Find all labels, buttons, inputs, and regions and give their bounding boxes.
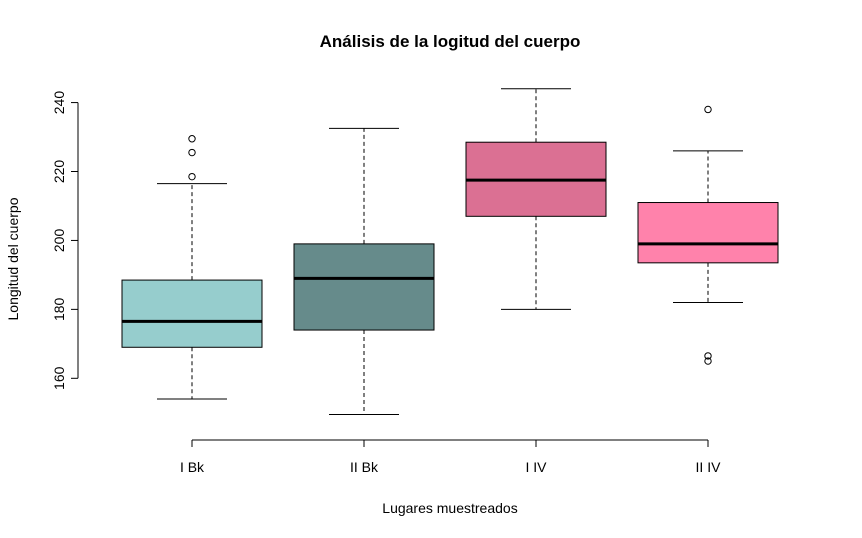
box-2 xyxy=(293,127,435,415)
x-tick-label: II Bk xyxy=(350,459,379,475)
x-tick-label: II IV xyxy=(696,459,722,475)
y-axis: 160 180 200 220 240 xyxy=(51,91,79,390)
outlier-point xyxy=(704,352,712,360)
y-axis-label: Longitud del cuerpo xyxy=(5,197,21,320)
outlier-point xyxy=(188,148,196,157)
outlier-point xyxy=(704,105,712,114)
box-3 xyxy=(465,88,607,310)
x-tick-label: I IV xyxy=(525,459,547,475)
x-tick-label: I Bk xyxy=(180,459,205,475)
x-axis: I Bk II Bk I IV II IV xyxy=(180,439,722,475)
y-tick-label: 240 xyxy=(51,91,67,115)
chart-title: Análisis de la logitud del cuerpo xyxy=(320,32,581,51)
outlier-point xyxy=(188,135,196,143)
y-tick-label: 160 xyxy=(51,366,67,390)
boxes-group xyxy=(121,88,779,415)
y-tick-label: 220 xyxy=(51,160,67,184)
y-tick-label: 180 xyxy=(51,297,67,321)
outlier-point xyxy=(704,357,712,365)
outlier-point xyxy=(188,172,196,181)
box-rect xyxy=(293,243,435,331)
box-rect xyxy=(121,279,263,348)
x-axis-label: Lugares muestreados xyxy=(382,500,517,516)
box-1 xyxy=(121,135,263,400)
box-rect xyxy=(637,202,779,264)
y-tick-label: 200 xyxy=(51,229,67,253)
box-4 xyxy=(637,105,779,365)
